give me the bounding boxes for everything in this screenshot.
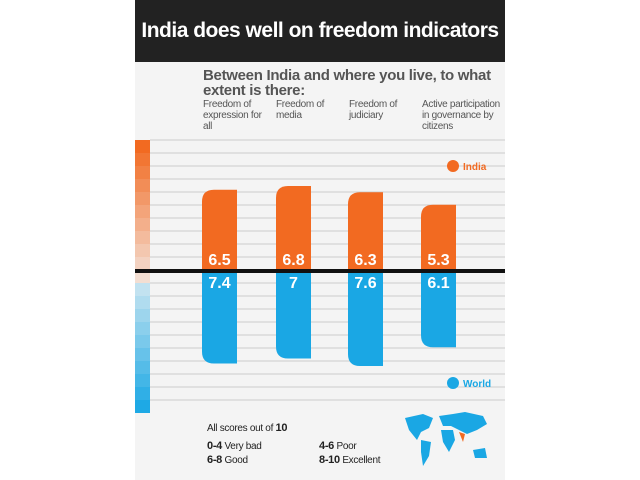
scale-strip-segment <box>135 231 150 244</box>
bar-world <box>421 271 456 348</box>
score-range: 8-10 <box>319 454 340 466</box>
score-range: 4-6 <box>319 440 334 452</box>
bar-india <box>348 192 383 271</box>
scale-strip-segment <box>135 400 150 413</box>
category-label: Active participation in governance by ci… <box>422 99 500 132</box>
scale-strip-segment <box>135 244 150 257</box>
data-label-india: 6.8 <box>282 252 304 269</box>
scale-strip-segment <box>135 166 150 179</box>
bar-world <box>276 271 311 359</box>
data-label-india: 6.5 <box>208 252 230 269</box>
bar-world <box>202 271 237 364</box>
score-range: 6-8 <box>207 454 222 466</box>
scale-strip-segment <box>135 270 150 283</box>
scale-strip-segment <box>135 374 150 387</box>
score-note: All scores out of <box>207 423 276 434</box>
scale-strip-segment <box>135 361 150 374</box>
bar-chart: 6.5 7.4 6.8 7 6.3 7.6 5.3 6.1 India World <box>135 139 505 413</box>
bar-world <box>348 271 383 366</box>
category-label: Freedom of media <box>276 99 325 121</box>
score-range: 0-4 <box>207 440 222 452</box>
legend-marker <box>447 160 459 172</box>
scale-strip-segment <box>135 335 150 348</box>
scale-strip-segment <box>135 322 150 335</box>
score-label: Poor <box>336 441 357 452</box>
scale-strip-segment <box>135 179 150 192</box>
scale-strip-segment <box>135 283 150 296</box>
score-legend: All scores out of 10 0-4 Very bad 4-6 Po… <box>207 422 425 466</box>
data-label-world: 7 <box>289 275 298 292</box>
scale-strip-segment <box>135 348 150 361</box>
score-label: Very bad <box>224 441 262 452</box>
scale-strip-segment <box>135 140 150 153</box>
scale-strip-segment <box>135 205 150 218</box>
score-label: Good <box>224 455 248 466</box>
infographic: India does well on freedom indicators Be… <box>135 0 505 480</box>
legend-label: World <box>463 379 491 390</box>
category-label: Freedom of judiciary <box>349 99 398 121</box>
chart-question: Between India and where you live, to wha… <box>203 67 491 99</box>
data-label-world: 6.1 <box>427 275 449 292</box>
category-label: Freedom of expression for all <box>203 99 262 132</box>
score-max: 10 <box>275 422 288 434</box>
scale-strip-segment <box>135 153 150 166</box>
bar-india <box>202 189 237 271</box>
score-label: Excellent <box>342 455 381 466</box>
scale-strip-segment <box>135 218 150 231</box>
scale-strip-segment <box>135 257 150 270</box>
scale-strip-segment <box>135 192 150 205</box>
legend-label: India <box>463 162 487 173</box>
data-label-world: 7.4 <box>208 275 230 292</box>
page-title: India does well on freedom indicators <box>135 0 505 62</box>
scale-strip-segment <box>135 309 150 322</box>
bar-india <box>421 204 456 271</box>
data-label-world: 7.6 <box>354 275 376 292</box>
legend-marker <box>447 377 459 389</box>
world-map-icon <box>405 412 487 466</box>
data-label-india: 5.3 <box>427 252 449 269</box>
scale-strip-segment <box>135 387 150 400</box>
data-label-india: 6.3 <box>354 252 376 269</box>
scale-strip-segment <box>135 296 150 309</box>
bar-india <box>276 186 311 271</box>
